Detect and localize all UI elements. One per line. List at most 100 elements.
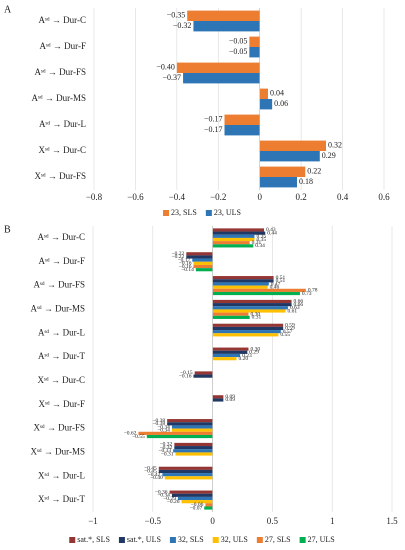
legend-label: 32, SLS <box>178 535 204 544</box>
bar <box>259 99 273 110</box>
category-label: Xˢᵈ → Dur-MS <box>30 446 85 456</box>
value-label: 0.09 <box>225 397 235 403</box>
value-label: −0.34 <box>157 427 170 433</box>
x-tick-label: −0.6 <box>127 192 144 202</box>
x-tick-label: −0.4 <box>169 192 186 202</box>
bar <box>181 500 213 504</box>
legend-swatch <box>163 210 170 216</box>
bar <box>171 428 213 432</box>
value-label: 0.34 <box>255 243 265 249</box>
value-label: −0.62 <box>124 431 137 437</box>
value-label: 0.47 <box>271 281 281 287</box>
category-label: Aˢᵈ → Dur-L <box>38 327 85 337</box>
bar <box>224 125 260 136</box>
bar <box>212 315 250 319</box>
legend-swatch <box>69 537 76 543</box>
bar <box>167 419 213 423</box>
value-label: 0.44 <box>267 230 277 236</box>
value-label: −0.45 <box>144 466 157 472</box>
value-label: −0.38 <box>152 421 165 427</box>
category-label: Xˢᵈ → Dur-F <box>38 399 85 409</box>
panel-label: B <box>4 224 11 235</box>
value-label: 0.31 <box>252 315 262 321</box>
value-label: 0.29 <box>322 151 336 160</box>
bar <box>212 234 255 238</box>
bar <box>212 288 306 292</box>
value-label: 0.63 <box>290 305 300 311</box>
legend-swatch <box>212 537 219 543</box>
bar <box>146 434 213 439</box>
bar <box>173 449 213 453</box>
bar <box>164 476 213 480</box>
value-label: 0.04 <box>270 89 284 98</box>
bar <box>212 282 269 286</box>
category-label: Aˢᵈ → Dur-MS <box>30 303 85 313</box>
panel-label: A <box>4 4 12 15</box>
category-label: Aˢᵈ → Dur-MS <box>31 93 86 103</box>
x-tick-label: −0.5 <box>145 516 162 526</box>
bar <box>205 503 213 507</box>
category-label: Aˢᵈ → Dur-FS <box>34 67 86 77</box>
value-label: −0.33 <box>158 448 171 454</box>
bar <box>138 431 213 435</box>
value-label: 0.66 <box>294 302 304 308</box>
category-label: Xˢᵈ → Dur-FS <box>34 171 86 181</box>
x-tick-label: 0.2 <box>296 192 307 202</box>
value-label: 0.06 <box>274 99 288 108</box>
legend-label: 32, ULS <box>221 535 248 544</box>
value-label: −0.32 <box>160 445 173 451</box>
bar <box>212 279 274 283</box>
bar <box>174 442 213 447</box>
bar <box>192 258 213 262</box>
bar <box>194 371 213 375</box>
bar <box>212 353 241 358</box>
value-label: 0.59 <box>285 323 295 329</box>
x-tick-label: 0.5 <box>267 516 279 526</box>
value-label: 0.30 <box>250 346 260 352</box>
value-label: −0.07 <box>189 505 202 511</box>
value-label: 0.59 <box>285 326 295 332</box>
bar <box>212 347 249 351</box>
bar <box>249 47 260 58</box>
bar <box>171 493 213 497</box>
category-label: Xˢᵈ → Dur-C <box>38 145 86 155</box>
value-label: −0.05 <box>229 47 248 56</box>
bar <box>259 177 297 188</box>
value-label: −0.34 <box>157 424 170 430</box>
category-label: Aˢᵈ → Dur-C <box>38 15 86 25</box>
legend-label: sat.*, SLS <box>77 535 110 544</box>
bar <box>186 255 213 259</box>
legend-swatch <box>256 537 263 543</box>
value-label: 0.46 <box>270 284 280 290</box>
value-label: −0.40 <box>156 63 175 72</box>
value-label: −0.40 <box>150 475 163 481</box>
value-label: 0.31 <box>252 240 262 246</box>
bar <box>204 506 213 510</box>
bar <box>158 466 213 470</box>
legend-label: 23, SLS <box>171 208 197 217</box>
value-label: −0.22 <box>172 251 185 257</box>
value-label: −0.36 <box>155 489 168 495</box>
bar <box>259 166 306 177</box>
bar <box>176 62 260 73</box>
value-label: 0.51 <box>276 278 286 284</box>
x-tick-label: 1.5 <box>386 516 398 526</box>
x-tick-label: 0.6 <box>378 192 390 202</box>
bar <box>187 10 260 21</box>
value-label: −0.42 <box>148 472 161 478</box>
legend-swatch <box>118 537 125 543</box>
legend-label: sat.*, ULS <box>127 535 161 544</box>
value-label: 0.32 <box>328 141 342 150</box>
value-label: 0.43 <box>266 227 276 233</box>
bar <box>177 496 213 501</box>
value-label: 0.20 <box>239 356 249 362</box>
bar <box>212 326 284 331</box>
value-label: −0.29 <box>163 496 176 502</box>
category-label: Xˢᵈ → Dur-FS <box>33 423 85 433</box>
value-label: −0.16 <box>179 261 192 267</box>
bar <box>212 323 284 327</box>
bar <box>212 231 266 235</box>
category-label: Aˢᵈ → Dur-FS <box>33 280 85 290</box>
value-label: −0.38 <box>152 418 165 424</box>
value-label: −0.16 <box>179 373 192 379</box>
